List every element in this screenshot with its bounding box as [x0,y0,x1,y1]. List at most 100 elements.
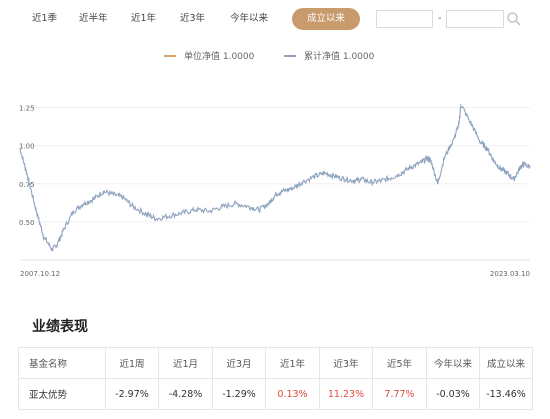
x-end-label: 2023.03.10 [490,270,530,278]
date-separator: - [438,13,442,24]
fund-name-cell: 亚太优势 [18,378,106,410]
data-point [132,206,134,208]
data-point [92,198,95,200]
data-point [453,137,455,139]
period-1y-button[interactable]: 近1年 [131,13,157,24]
table-row: 亚太优势 -2.97% -4.28% -1.29% 0.13% 11.23% 7… [18,378,533,410]
data-point [513,178,515,180]
data-point [437,183,439,185]
data-point [460,103,462,106]
header-3m: 近3月 [212,347,266,379]
performance-header-row: 基金名称 近1周 近1月 近3月 近1年 近3年 近5年 今年以来 成立以来 [18,347,533,379]
return-1y-cell: 0.13% [265,378,320,410]
data-point [122,196,124,199]
data-point [291,187,293,189]
data-point [470,122,472,124]
header-1w: 近1周 [105,347,159,379]
legend-unit-nav[interactable]: 单位净值 1.0000 [164,50,254,64]
data-point [268,203,270,205]
data-point [370,181,373,183]
data-point [274,193,277,196]
chart-legend: 单位净值 1.0000 累计净值 1.0000 [0,50,550,64]
return-ytd-cell: -0.03% [426,378,480,410]
data-point [493,160,495,162]
data-point [430,160,432,162]
data-point [360,178,363,180]
header-5y: 近5年 [372,347,427,379]
data-point [29,187,32,189]
period-6m-button[interactable]: 近半年 [79,13,108,24]
legend-cum-nav-label: 累计净值 1.0000 [304,52,375,62]
end-date-input[interactable] [446,10,504,28]
search-icon[interactable] [506,11,522,27]
period-selector: 近1季 近半年 近1年 近3年 今年以来 成立以来 - [0,8,550,30]
period-3m-button[interactable]: 近1季 [32,13,58,24]
y-tick-label: 1.25 [19,105,35,113]
performance-title: 业绩表现 [32,319,88,335]
data-point [443,157,445,159]
data-point [301,181,303,183]
start-date-input[interactable] [376,10,433,28]
data-point [499,167,502,170]
data-point [506,172,508,174]
data-point [344,178,346,180]
data-point [145,213,148,215]
y-tick-label: 0.50 [19,219,35,227]
data-point [51,248,53,250]
header-ytd: 今年以来 [426,347,480,379]
data-point [43,236,45,238]
return-3y-cell: 11.23% [319,378,373,410]
data-point [195,209,197,211]
data-point [36,213,38,215]
data-point [82,203,85,205]
data-point [380,180,383,182]
data-point [208,210,210,212]
x-start-label: 2007.10.12 [20,270,60,278]
header-1m: 近1月 [158,347,213,379]
data-point [25,167,27,170]
return-5y-cell: 7.77% [372,378,427,410]
data-point [458,122,460,124]
data-point [168,215,171,217]
data-point [182,212,184,214]
nav-line-chart: 1.25 1.00 0.75 0.50 2007.10.12 2023.03.10 [19,103,531,278]
return-since-inception-cell: -13.46% [479,378,533,410]
data-point [73,210,75,212]
data-point [324,172,326,174]
data-point [281,190,283,193]
y-tick-label: 1.00 [19,143,35,151]
data-point [390,177,392,179]
header-3y: 近3年 [319,347,373,379]
legend-cum-nav[interactable]: 累计净值 1.0000 [284,50,374,64]
data-point [56,244,58,246]
period-since-inception-button[interactable]: 成立以来 [292,8,360,30]
header-1y: 近1年 [265,347,320,379]
period-ytd-button[interactable]: 今年以来 [230,13,269,24]
data-point [248,206,250,208]
data-point [519,166,522,168]
period-3y-button[interactable]: 近3年 [180,13,206,24]
data-point [420,161,422,164]
data-point [480,142,482,144]
data-point [410,166,412,168]
data-point [235,203,237,205]
header-fund-name: 基金名称 [18,347,106,379]
data-point [221,206,224,208]
data-point [529,166,531,168]
header-since-inception: 成立以来 [479,347,533,379]
return-1w-cell: -2.97% [105,378,159,410]
data-point [112,193,114,196]
data-point [334,175,336,177]
data-point [155,218,157,220]
data-point [63,228,65,231]
performance-table: 基金名称 近1周 近1月 近3月 近1年 近3年 近5年 今年以来 成立以来 亚… [18,347,533,410]
data-point [19,148,21,150]
series-line-cum-nav [19,105,531,252]
y-tick-label: 0.75 [19,181,35,189]
legend-unit-nav-swatch [164,54,176,57]
return-3m-cell: -1.29% [212,378,266,410]
legend-unit-nav-label: 单位净值 1.0000 [184,52,255,62]
data-point [486,148,488,150]
data-point [258,209,260,211]
